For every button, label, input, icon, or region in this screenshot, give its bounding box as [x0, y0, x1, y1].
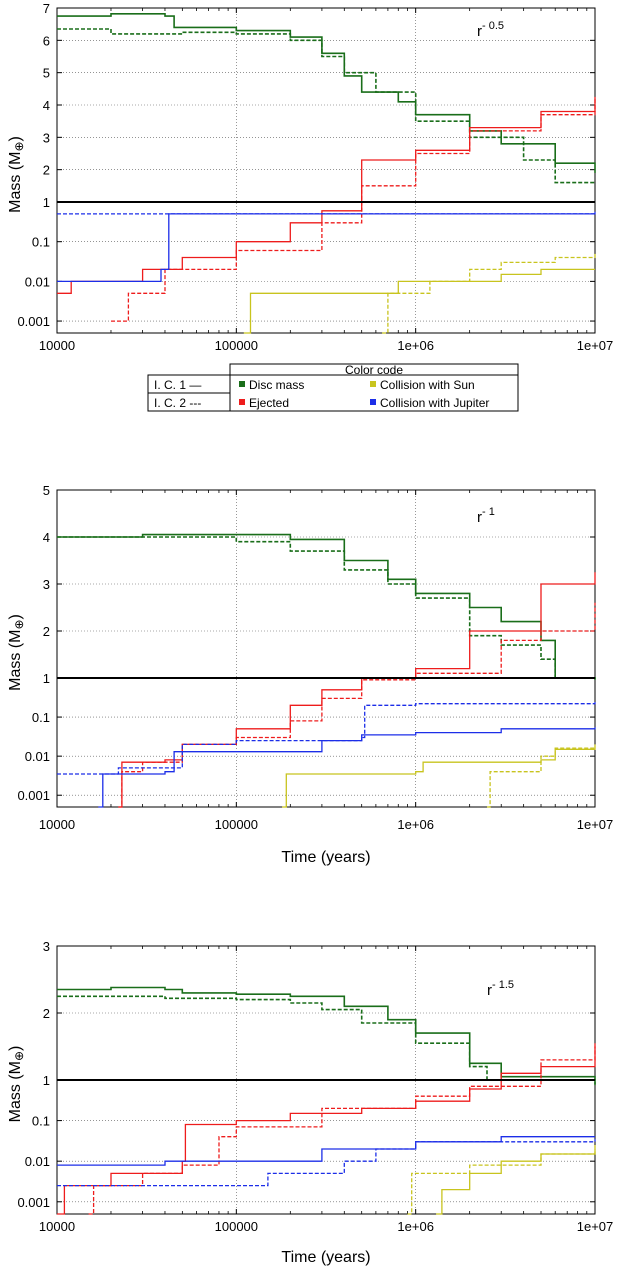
- x-axis-label: Time (years): [281, 1249, 370, 1266]
- plot-frame: [56, 7, 596, 334]
- legend-swatch-blue: [370, 399, 376, 405]
- legend: Color code I. C. 1 — I. C. 2 --- Disc ma…: [147, 363, 519, 412]
- y-tick-label: 0.001: [17, 314, 50, 329]
- x-axis-label: Time (years): [281, 849, 370, 866]
- series-red-dashed: [118, 602, 596, 808]
- y-tick-label: 1: [43, 195, 50, 210]
- legend-ic1: I. C. 1 —: [154, 378, 201, 392]
- series-blue-dashed: [57, 701, 596, 775]
- y-tick-label: 2: [43, 163, 50, 178]
- series-blue-solid: [57, 211, 596, 283]
- legend-swatch-green: [239, 381, 245, 387]
- y-tick-label: 0.01: [25, 274, 50, 289]
- series-yellow-solid: [282, 744, 596, 808]
- y-tick-label: 0.01: [25, 749, 50, 764]
- legend-label: Disc mass: [249, 378, 304, 392]
- series-green-dashed: [57, 28, 595, 184]
- series-red-solid: [118, 572, 596, 808]
- x-tick-label: 1e+06: [397, 1219, 434, 1234]
- legend-label: Collision with Sun: [380, 378, 475, 392]
- y-tick-label: 0.1: [32, 1114, 50, 1129]
- series-yellow-dashed: [487, 747, 595, 808]
- series-blue-dashed: [57, 213, 596, 215]
- legend-swatch-yellow: [370, 381, 376, 387]
- x-tick-label: 1e+07: [577, 338, 614, 353]
- y-tick-label: 3: [43, 939, 50, 954]
- y-tick-label: 0.01: [25, 1154, 50, 1169]
- x-tick-label: 100000: [215, 338, 258, 353]
- series-green-dashed: [57, 995, 596, 1086]
- y-tick-label: 6: [43, 33, 50, 48]
- series-green-dashed: [57, 536, 596, 679]
- series-red-dashed: [111, 98, 596, 322]
- x-tick-label: 1e+06: [397, 817, 434, 832]
- series-yellow-solid: [243, 268, 595, 334]
- y-tick-label: 1: [43, 1073, 50, 1088]
- y-tick-label: 0.001: [17, 1195, 50, 1210]
- series-green-solid: [57, 986, 596, 1084]
- series-red-solid: [57, 1043, 596, 1215]
- slope-annotation: r- 0.5: [477, 20, 504, 40]
- series-blue-solid: [98, 727, 596, 808]
- y-tick-label: 5: [43, 483, 50, 498]
- y-axis-label: Mass (M⊕): [7, 1046, 26, 1123]
- x-tick-label: 1e+07: [577, 1219, 614, 1234]
- x-tick-label: 10000: [39, 817, 75, 832]
- y-tick-label: 7: [43, 1, 50, 16]
- y-tick-label: 0.1: [32, 710, 50, 725]
- series-yellow-dashed: [407, 1149, 596, 1215]
- panel-1: 10000 100000 1e+06 1e+07 1 2 3 4 5 6 7 0.1 0.01 0.001…: [7, 1, 613, 381]
- y-axis-label: Mass (M⊕): [7, 136, 26, 213]
- legend-label: Collision with Jupiter: [380, 396, 489, 410]
- legend-label: Ejected: [249, 396, 289, 410]
- legend-swatch-red: [239, 399, 245, 405]
- y-tick-label: 3: [43, 130, 50, 145]
- plot-frame: [56, 489, 596, 808]
- x-tick-label: 1e+07: [577, 817, 614, 832]
- x-tick-label: 100000: [215, 1219, 258, 1234]
- y-tick-label: 4: [43, 98, 50, 113]
- series-yellow-dashed: [382, 252, 596, 334]
- panel-3: 10000 100000 1e+06 1e+07 1 2 3 0.1 0.01 0.001 Mass…: [7, 939, 613, 1266]
- x-tick-label: 10000: [39, 338, 75, 353]
- slope-annotation: r- 1: [477, 506, 495, 526]
- panel-2: 10000 100000 1e+06 1e+07 1 2 3 4 5 0.1 0.01 0.001 Ma…: [7, 483, 613, 866]
- slope-annotation: r- 1.5: [487, 979, 514, 999]
- y-tick-label: 5: [43, 66, 50, 81]
- y-tick-label: 3: [43, 577, 50, 592]
- y-tick-label: 0.001: [17, 788, 50, 803]
- y-tick-label: 2: [43, 1006, 50, 1021]
- y-axis-label: Mass (M⊕): [7, 614, 26, 691]
- y-tick-label: 2: [43, 624, 50, 639]
- series-red-dashed: [88, 1046, 596, 1215]
- legend-ic2: I. C. 2 ---: [154, 396, 201, 410]
- series-green-solid: [57, 13, 596, 173]
- x-tick-label: 1e+06: [397, 338, 434, 353]
- y-tick-label: 0.1: [32, 235, 50, 250]
- legend-title: Color code: [345, 363, 403, 377]
- series-blue-solid: [57, 1136, 595, 1166]
- x-tick-label: 100000: [215, 817, 258, 832]
- y-tick-label: 4: [43, 530, 50, 545]
- y-tick-label: 1: [43, 671, 50, 686]
- x-tick-label: 10000: [39, 1219, 75, 1234]
